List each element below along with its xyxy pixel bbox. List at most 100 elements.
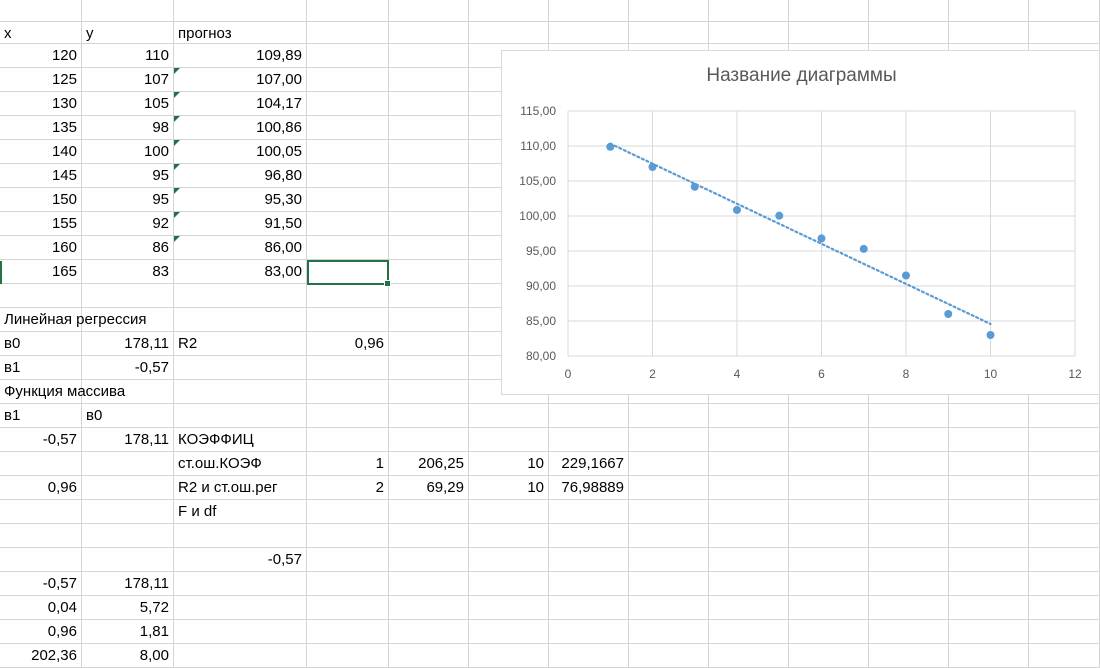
- grid-cell[interactable]: [789, 500, 869, 524]
- grid-cell[interactable]: [307, 404, 389, 428]
- grid-cell[interactable]: [307, 524, 389, 548]
- grid-cell[interactable]: [389, 308, 469, 332]
- grid-cell[interactable]: [709, 596, 789, 620]
- grid-cell[interactable]: [709, 428, 789, 452]
- grid-cell[interactable]: [389, 572, 469, 596]
- grid-cell[interactable]: [469, 644, 549, 668]
- grid-cell[interactable]: 0,04: [0, 596, 82, 620]
- grid-cell[interactable]: [389, 68, 469, 92]
- grid-cell[interactable]: [389, 620, 469, 644]
- grid-cell[interactable]: [549, 644, 629, 668]
- grid-cell[interactable]: [307, 428, 389, 452]
- grid-cell[interactable]: [709, 476, 789, 500]
- grid-cell[interactable]: [869, 644, 949, 668]
- grid-cell[interactable]: [629, 620, 709, 644]
- grid-cell[interactable]: [174, 596, 307, 620]
- grid-cell[interactable]: [709, 0, 789, 22]
- grid-cell[interactable]: [949, 500, 1029, 524]
- grid-cell[interactable]: [1029, 572, 1100, 596]
- grid-cell[interactable]: 8,00: [82, 644, 174, 668]
- grid-cell[interactable]: [469, 548, 549, 572]
- grid-cell[interactable]: [389, 188, 469, 212]
- grid-cell[interactable]: [389, 164, 469, 188]
- grid-cell[interactable]: [629, 644, 709, 668]
- grid-cell[interactable]: [949, 548, 1029, 572]
- grid-cell[interactable]: [949, 524, 1029, 548]
- grid-cell[interactable]: 91,50: [174, 212, 307, 236]
- grid-cell[interactable]: 96,80: [174, 164, 307, 188]
- grid-cell[interactable]: [949, 452, 1029, 476]
- grid-cell[interactable]: [307, 620, 389, 644]
- grid-cell[interactable]: [0, 284, 82, 308]
- grid-cell[interactable]: -0,57: [0, 572, 82, 596]
- grid-cell[interactable]: 100: [82, 140, 174, 164]
- grid-cell[interactable]: 10: [469, 476, 549, 500]
- grid-cell[interactable]: [869, 500, 949, 524]
- grid-cell[interactable]: [1029, 644, 1100, 668]
- grid-cell[interactable]: [869, 0, 949, 22]
- grid-cell[interactable]: [1029, 452, 1100, 476]
- grid-cell[interactable]: 120: [0, 44, 82, 68]
- grid-cell[interactable]: [1029, 620, 1100, 644]
- grid-cell[interactable]: 83,00: [174, 260, 307, 284]
- grid-cell[interactable]: [789, 404, 869, 428]
- grid-cell[interactable]: 76,98889: [549, 476, 629, 500]
- grid-cell[interactable]: [389, 524, 469, 548]
- grid-cell[interactable]: [549, 596, 629, 620]
- grid-cell[interactable]: [307, 356, 389, 380]
- grid-cell[interactable]: 104,17: [174, 92, 307, 116]
- grid-cell[interactable]: 109,89: [174, 44, 307, 68]
- grid-cell[interactable]: [389, 404, 469, 428]
- grid-cell[interactable]: [0, 500, 82, 524]
- grid-cell[interactable]: 178,11: [82, 572, 174, 596]
- grid-cell[interactable]: 95: [82, 164, 174, 188]
- grid-cell[interactable]: [389, 236, 469, 260]
- grid-cell[interactable]: [629, 22, 709, 44]
- grid-cell[interactable]: [174, 356, 307, 380]
- grid-cell[interactable]: [789, 572, 869, 596]
- grid-cell[interactable]: [82, 452, 174, 476]
- grid-cell[interactable]: [0, 524, 82, 548]
- grid-cell[interactable]: 98: [82, 116, 174, 140]
- grid-cell[interactable]: [789, 0, 869, 22]
- grid-cell[interactable]: [82, 524, 174, 548]
- grid-cell[interactable]: [869, 476, 949, 500]
- grid-cell[interactable]: [174, 644, 307, 668]
- grid-cell[interactable]: [307, 596, 389, 620]
- grid-cell[interactable]: Линейная регрессия: [0, 308, 147, 332]
- grid-cell[interactable]: [1029, 0, 1100, 22]
- grid-cell[interactable]: 10: [469, 452, 549, 476]
- grid-cell[interactable]: в0: [82, 404, 174, 428]
- grid-cell[interactable]: 100,86: [174, 116, 307, 140]
- grid-cell[interactable]: ст.ош.КОЭФ: [174, 452, 307, 476]
- grid-cell[interactable]: 5,72: [82, 596, 174, 620]
- grid-cell[interactable]: прогноз: [174, 22, 307, 44]
- grid-cell[interactable]: [869, 620, 949, 644]
- grid-cell[interactable]: 125: [0, 68, 82, 92]
- grid-cell[interactable]: [789, 452, 869, 476]
- grid-cell[interactable]: [389, 380, 469, 404]
- grid-cell[interactable]: 178,11: [82, 332, 174, 356]
- grid-cell[interactable]: 0,96: [0, 620, 82, 644]
- grid-cell[interactable]: [629, 452, 709, 476]
- grid-cell[interactable]: [82, 476, 174, 500]
- grid-cell[interactable]: [869, 548, 949, 572]
- grid-cell[interactable]: [709, 524, 789, 548]
- grid-cell[interactable]: [307, 548, 389, 572]
- grid-cell[interactable]: [174, 284, 307, 308]
- grid-cell[interactable]: 160: [0, 236, 82, 260]
- grid-cell[interactable]: [469, 596, 549, 620]
- grid-cell[interactable]: 140: [0, 140, 82, 164]
- grid-cell[interactable]: [789, 596, 869, 620]
- grid-cell[interactable]: [949, 620, 1029, 644]
- grid-cell[interactable]: 145: [0, 164, 82, 188]
- grid-cell[interactable]: [789, 428, 869, 452]
- grid-cell[interactable]: [1029, 596, 1100, 620]
- grid-cell[interactable]: [307, 140, 389, 164]
- grid-cell[interactable]: [629, 524, 709, 548]
- grid-cell[interactable]: [389, 284, 469, 308]
- grid-cell[interactable]: [469, 428, 549, 452]
- grid-cell[interactable]: 95: [82, 188, 174, 212]
- grid-cell[interactable]: [549, 548, 629, 572]
- grid-cell[interactable]: R2: [174, 332, 307, 356]
